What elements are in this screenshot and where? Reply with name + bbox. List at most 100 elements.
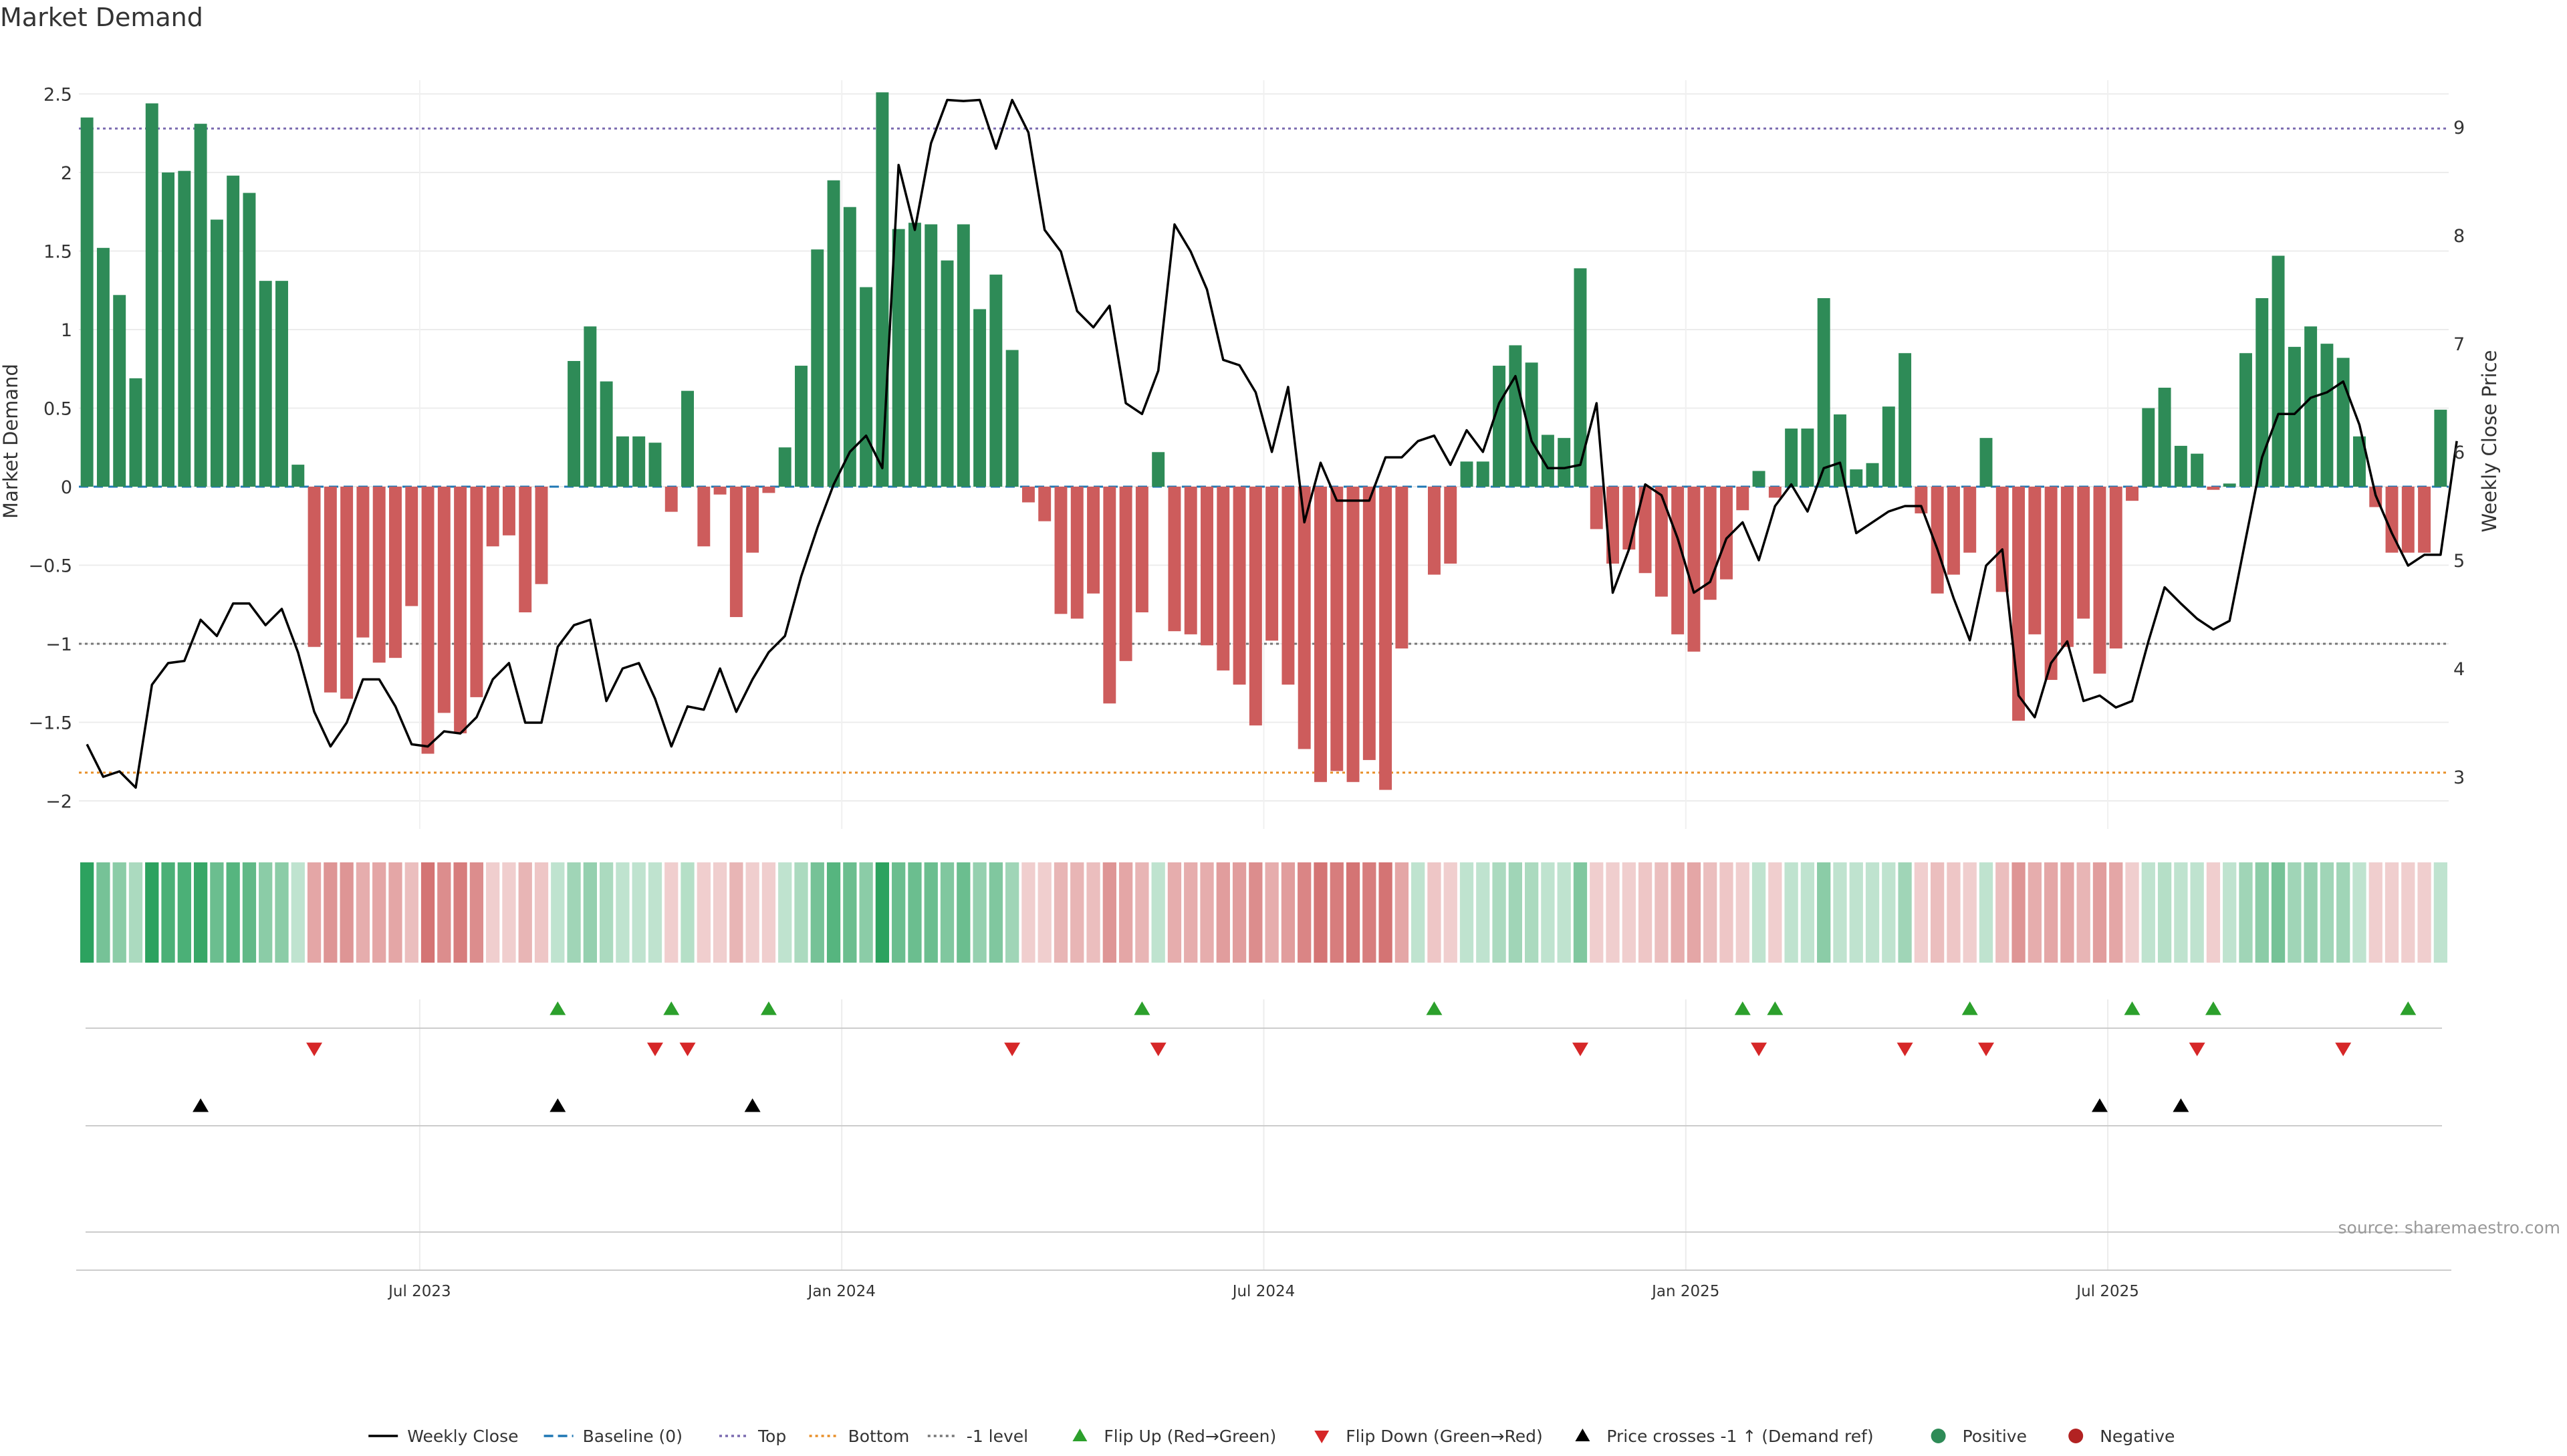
shade-cell (632, 862, 646, 963)
shade-cell (1671, 862, 1685, 963)
legend-label: Flip Down (Green→Red) (1346, 1427, 1543, 1446)
shade-cell (713, 862, 727, 963)
shade-cell (1459, 862, 1474, 963)
demand-bar (1005, 350, 1019, 487)
shade-cell (1184, 862, 1198, 963)
demand-bar (584, 326, 597, 487)
demand-bar (2142, 408, 2155, 487)
price-cross-marker (744, 1098, 761, 1112)
shade-cell (112, 862, 126, 963)
shade-cell (940, 862, 955, 963)
flip-up-marker (1134, 1001, 1150, 1015)
flip-down-marker (1897, 1042, 1913, 1056)
demand-bar (1168, 487, 1181, 632)
demand-bar (1476, 461, 1489, 487)
demand-bar (372, 487, 386, 663)
flip-up-marker (663, 1001, 680, 1015)
y-tick-label: −1.5 (28, 713, 72, 734)
gridlines (79, 80, 2449, 1270)
shade-cell (1070, 862, 1084, 963)
shade-cell (1655, 862, 1669, 963)
legend-label: Price crosses -1 ↑ (Demand ref) (1606, 1427, 1873, 1446)
demand-bar (129, 378, 142, 487)
price-cross-marker (193, 1098, 209, 1112)
flip-up-marker (1961, 1001, 1978, 1015)
demand-bar (1362, 487, 1376, 760)
demand-bar (729, 487, 743, 618)
axes: Market Demand Weekly Close Price 2.5 2 1.5… (0, 85, 2501, 813)
demand-bar (1427, 487, 1441, 575)
flip-up-marker (2400, 1001, 2417, 1015)
shade-cell (1995, 862, 2009, 963)
legend-swatch (1575, 1429, 1590, 1441)
demand-bar (973, 309, 987, 487)
demand-bar (892, 229, 905, 487)
y2-tick-label: 6 (2453, 443, 2465, 463)
event-markers (86, 1001, 2442, 1233)
shade-cell (1492, 862, 1506, 963)
shade-cell (2141, 862, 2155, 963)
flip-down-marker (1751, 1042, 1767, 1056)
demand-bar (145, 103, 158, 487)
demand-bar (405, 487, 418, 606)
y2-tick-label: 7 (2453, 334, 2465, 355)
shade-cell (324, 862, 338, 963)
flip-down-marker (306, 1042, 323, 1056)
shade-cell (810, 862, 824, 963)
y-tick-label: 2 (61, 163, 72, 184)
x-tick-label: Jul 2024 (1231, 1283, 1296, 1300)
demand-bar (941, 260, 954, 487)
shade-cell (729, 862, 743, 963)
shade-cell (404, 862, 418, 963)
demand-bar (2304, 326, 2318, 487)
shade-cell (567, 862, 581, 963)
demand-bar (2060, 487, 2074, 647)
shade-cell (1151, 862, 1165, 963)
shade-cell (973, 862, 987, 963)
demand-bar (1541, 435, 1554, 487)
demand-bar (697, 487, 711, 547)
demand-bar (1655, 487, 1668, 597)
shade-cell (2076, 862, 2090, 963)
demand-bar (2320, 344, 2334, 487)
demand-bar (1281, 487, 1295, 685)
y2-tick-label: 4 (2453, 659, 2465, 680)
demand-bar (1054, 487, 1068, 614)
demand-bar (568, 361, 581, 487)
shade-cell (2385, 862, 2399, 963)
demand-bar (713, 487, 727, 495)
demand-bar (340, 487, 354, 699)
shade-cell (96, 862, 110, 963)
shade-cell (1979, 862, 1993, 963)
demand-bar (389, 487, 402, 658)
demand-bar (454, 487, 467, 733)
y-tick-label: −1 (45, 634, 72, 655)
shade-cell (1687, 862, 1701, 963)
demand-bar (648, 443, 662, 487)
shade-cell (1508, 862, 1522, 963)
shade-cell (1947, 862, 1961, 963)
demand-bar (876, 92, 889, 487)
shade-cell (2044, 862, 2058, 963)
shade-cell (616, 862, 630, 963)
demand-bar (1882, 406, 1895, 487)
demand-bar (437, 487, 451, 713)
shade-cell (924, 862, 938, 963)
shade-cell (1118, 862, 1133, 963)
shade-cell (372, 862, 386, 963)
shade-cell (1216, 862, 1230, 963)
demand-bar (1119, 487, 1132, 661)
demand-shade-strip (80, 862, 2447, 963)
shade-cell (1784, 862, 1798, 963)
demand-bar (519, 487, 532, 612)
demand-bar (1314, 487, 1327, 782)
demand-bar (227, 175, 240, 487)
shade-cell (356, 862, 370, 963)
demand-bar (827, 180, 840, 487)
demand-bar (1736, 487, 1749, 511)
demand-bar (1493, 366, 1506, 487)
demand-bar (2223, 483, 2236, 487)
demand-bar (2158, 387, 2171, 487)
legend-label: Negative (2100, 1427, 2175, 1446)
demand-bar (113, 295, 126, 487)
